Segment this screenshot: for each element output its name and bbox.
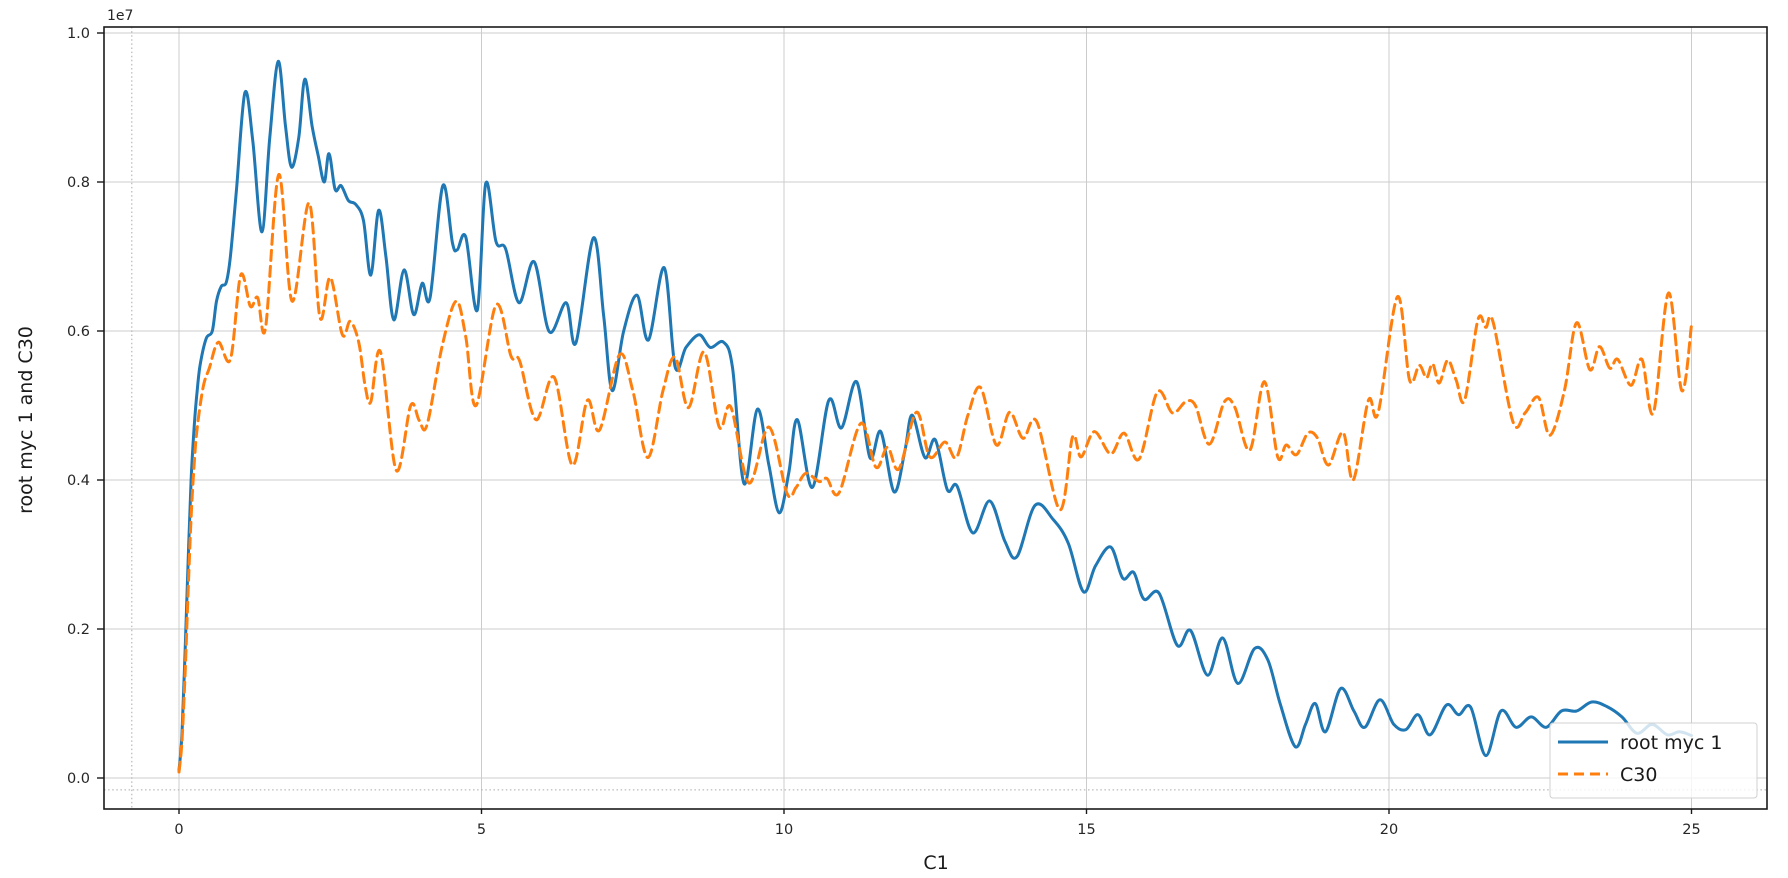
grid-layer <box>104 27 1767 809</box>
x-tick-label: 25 <box>1682 822 1700 838</box>
x-tick-label: 0 <box>174 822 183 838</box>
y-tick-label: 1.0 <box>67 26 90 42</box>
legend-label-root-myc-1: root myc 1 <box>1620 732 1722 754</box>
x-tick-label: 10 <box>775 822 793 838</box>
series-line-c30 <box>177 172 1693 774</box>
y-tick-label: 0.0 <box>67 771 90 787</box>
y-tick-label: 0.4 <box>67 473 90 489</box>
x-axis-label: C1 <box>923 852 948 874</box>
axes-spines <box>103 26 1768 810</box>
legend: root myc 1 C30 <box>1549 722 1758 799</box>
series-line-root-myc-1 <box>177 59 1693 772</box>
tick-layer: 0 5 10 15 20 25 0.0 0.2 0.4 0.6 0.8 1.0 <box>67 26 1701 838</box>
x-tick-label: 20 <box>1380 822 1398 838</box>
y-tick-label: 0.8 <box>67 175 90 191</box>
y-tick-label: 0.2 <box>67 622 90 638</box>
y-axis-offset-text: 1e7 <box>107 8 133 24</box>
x-tick-label: 15 <box>1077 822 1095 838</box>
series-layer <box>177 59 1693 774</box>
x-tick-label: 5 <box>477 822 486 838</box>
y-axis-label: root myc 1 and C30 <box>15 326 37 514</box>
y-tick-label: 0.6 <box>67 324 90 340</box>
dotted-guide-layer <box>104 27 1767 809</box>
legend-label-c30: C30 <box>1620 764 1657 786</box>
